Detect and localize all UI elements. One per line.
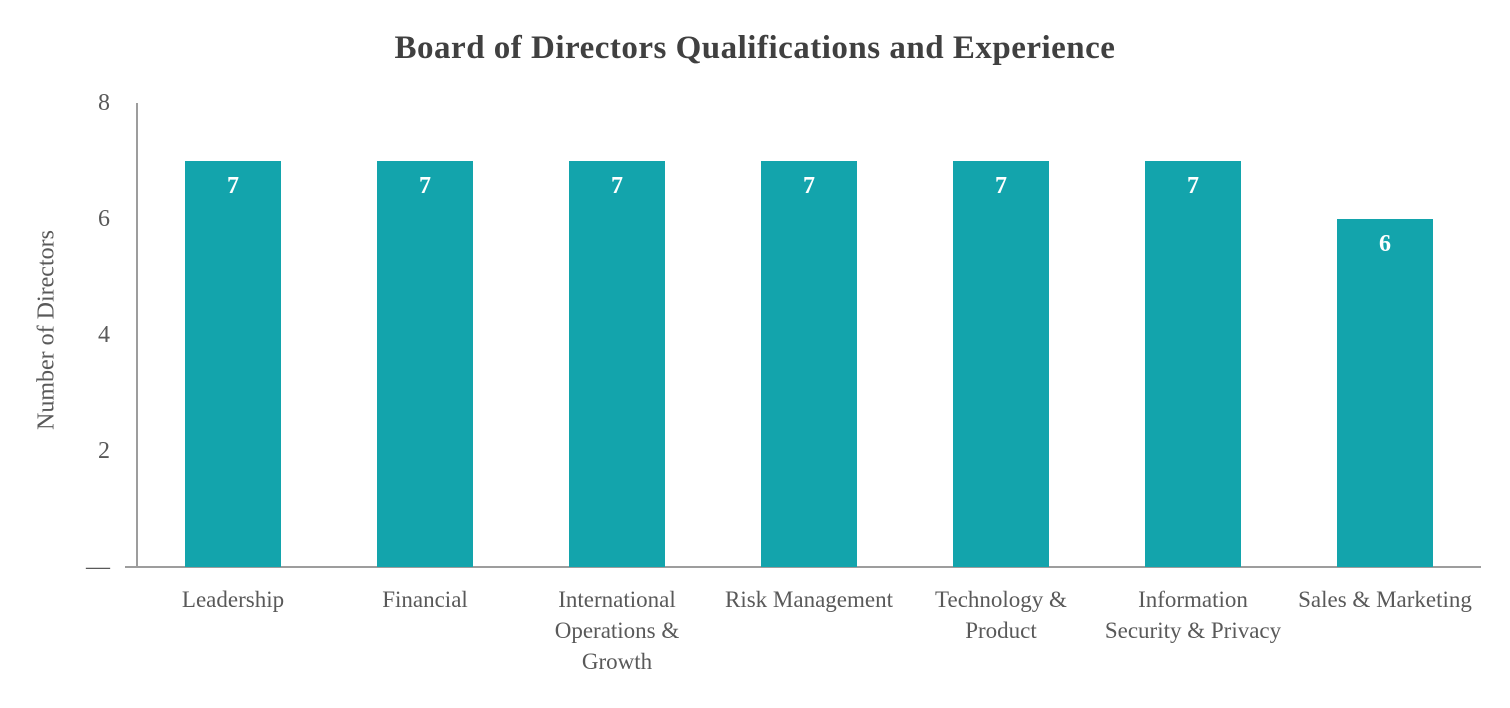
bar-1: 7 [377, 161, 473, 567]
bar-6: 6 [1337, 219, 1433, 567]
bar-5: 7 [1145, 161, 1241, 567]
bar-data-label: 7 [419, 173, 431, 199]
y-axis-line [136, 103, 138, 568]
bar-2: 7 [569, 161, 665, 567]
y-tick-label: — [86, 554, 110, 580]
bar-4: 7 [953, 161, 1049, 567]
chart-title: Board of Directors Qualifications and Ex… [394, 30, 1116, 66]
bar-3: 7 [761, 161, 857, 567]
bar-data-label: 6 [1379, 231, 1391, 257]
y-tick-label: 4 [98, 322, 110, 348]
x-axis-category-label: Information Security & Privacy [1104, 587, 1282, 643]
x-axis-category-label: Leadership [181, 587, 285, 612]
bar-data-label: 7 [1187, 173, 1199, 199]
x-axis-category-label: Financial [382, 587, 468, 612]
x-axis-category-label: Risk Management [725, 587, 893, 612]
y-tick-label: 8 [98, 90, 110, 116]
bar-0: 7 [185, 161, 281, 567]
bar-data-label: 7 [227, 173, 239, 199]
x-axis-category-label: Technology & Product [935, 587, 1067, 643]
y-tick-label: 6 [98, 206, 110, 232]
x-axis-category-label: Sales & Marketing [1298, 587, 1472, 612]
x-axis-line [125, 566, 1481, 568]
bar-data-label: 7 [611, 173, 623, 199]
y-tick-label: 2 [98, 438, 110, 464]
bar-data-label: 7 [995, 173, 1007, 199]
bar-data-label: 7 [803, 173, 815, 199]
x-axis-category-label: International Operations & Growth [554, 587, 680, 674]
